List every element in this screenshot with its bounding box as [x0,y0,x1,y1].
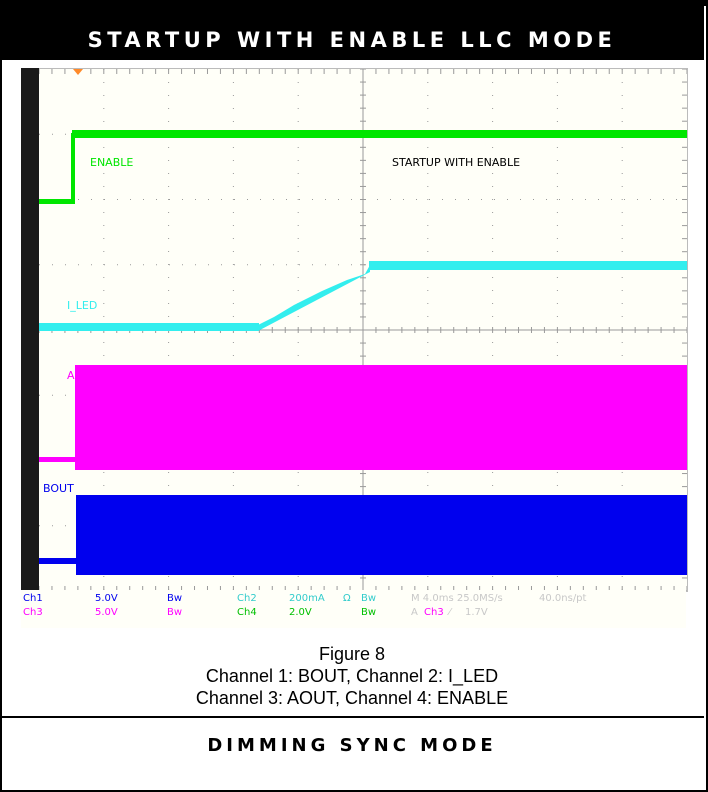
section-divider [0,716,704,718]
i-led-steady-segment [369,261,687,270]
scope-readout: Ch1 5.0V Bw Ch2 200mA Ω Bw M 4.0ms 25.0M… [21,590,686,628]
readout-ch3-scale: 5.0V [95,607,118,618]
i-led-ramp [258,265,370,331]
readout-ch4-scale: 2.0V [289,607,312,618]
trigger-position-icon [73,69,83,75]
trace-aout [39,365,687,470]
label-bout: BOUT [43,482,74,495]
readout-ch3: Ch3 [23,607,43,618]
readout-trigger-level: 1.7V [465,607,488,618]
label-i-led: I_LED [67,299,97,312]
readout-ch2-scale: 200mA [289,593,325,604]
readout-resolution: 40.0ns/pt [539,593,587,604]
readout-ch3-bw: Bw [167,607,183,618]
i-led-off-segment [39,323,259,331]
trace-i-led [39,261,687,331]
readout-ch1-bw: Bw [167,593,183,604]
section-header: STARTUP WITH ENABLE LLC MODE [0,0,704,60]
trace-enable [39,130,687,204]
readout-trigger-prefix: A [411,607,418,618]
figure-title: Figure 8 [318,644,386,664]
label-startup: STARTUP WITH ENABLE [392,156,520,169]
enable-low-segment [39,199,72,204]
label-enable: ENABLE [90,156,133,169]
readout-ch1-scale: 5.0V [95,593,118,604]
readout-ch4-bw: Bw [361,607,377,618]
readout-ch2-bw: Bw [361,593,377,604]
section-title: STARTUP WITH ENABLE LLC MODE [87,28,617,52]
readout-trigger-slope-icon: ⁄ [449,607,451,618]
figure-caption-line2: Channel 3: AOUT, Channel 4: ENABLE [195,688,509,708]
readout-ch4: Ch4 [237,607,257,618]
trace-bout [39,495,687,575]
readout-ch2: Ch2 [237,593,257,604]
readout-timebase: M 4.0ms 25.0MS/s [411,593,503,604]
oscilloscope-trace-plot: 4 2 3 1 ENABLE I_LED AOUT BOUT STARTUP W… [22,69,687,591]
oscilloscope-screen: 4 2 3 1 ENABLE I_LED AOUT BOUT STARTUP W… [21,68,688,592]
aout-low-segment [39,457,76,462]
readout-ch2-unit: Ω [343,593,351,604]
enable-high-segment [72,130,687,138]
figure-caption-line1: Channel 1: BOUT, Channel 2: I_LED [205,666,499,686]
readout-trigger-channel: Ch3 [424,607,444,618]
enable-rising-edge [71,133,75,204]
aout-switching-band [75,365,687,470]
bout-low-segment [39,558,77,564]
label-aout: AOUT [67,369,98,382]
scope-left-strip [21,68,39,590]
next-section-title: DIMMING SYNC MODE [207,735,497,756]
bout-switching-band [76,495,687,575]
readout-ch1: Ch1 [23,593,43,604]
